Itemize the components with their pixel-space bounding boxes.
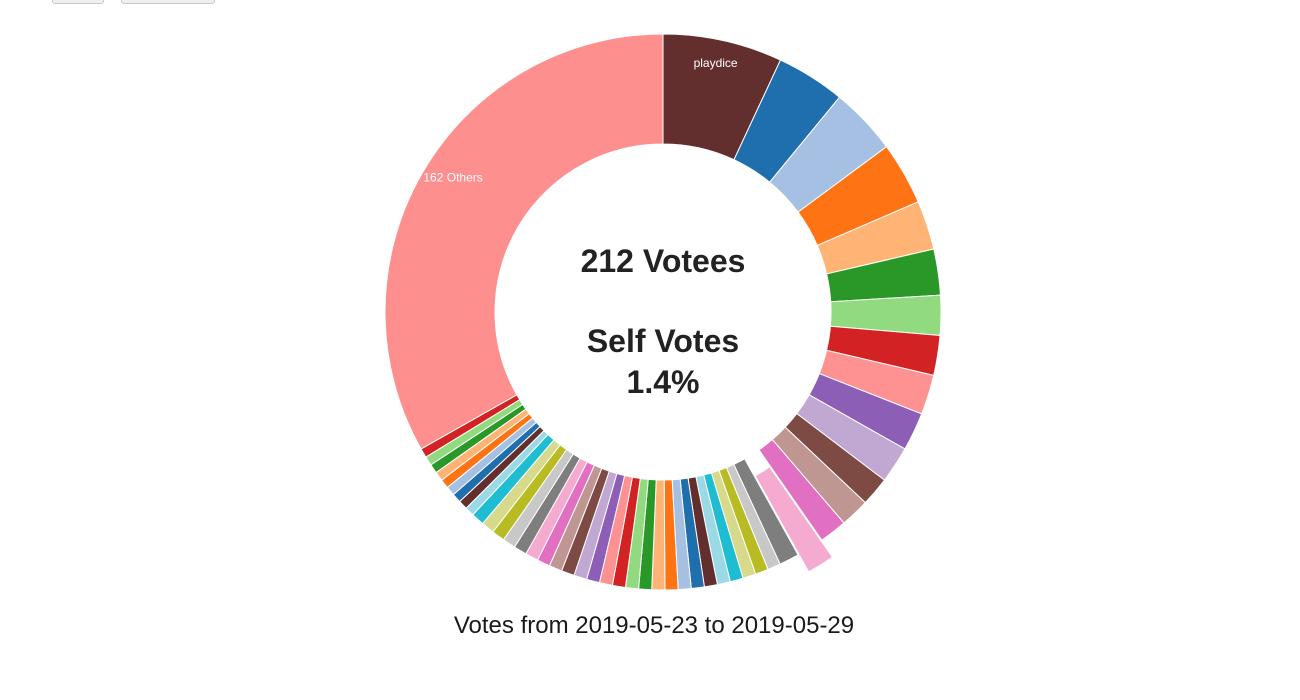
toolbar-button-1[interactable]	[52, 0, 104, 4]
slice-label-51: 162 Others	[423, 171, 482, 185]
donut-slice-15[interactable]	[754, 466, 834, 573]
votees-count: 212 Votees	[581, 243, 746, 279]
slice-label-1: playdice	[694, 56, 738, 70]
donut-slice-14[interactable]	[758, 438, 845, 541]
donut-slices	[384, 33, 942, 591]
date-range-caption: Votes from 2019-05-23 to 2019-05-29	[453, 612, 855, 639]
toolbar-button-2[interactable]	[121, 0, 215, 4]
donut-slice-51[interactable]	[384, 33, 664, 450]
self-votes-label: Self Votes	[587, 323, 739, 359]
self-votes-percent: 1.4%	[627, 364, 700, 400]
slice-labels: playdice 162 Others	[423, 56, 738, 185]
